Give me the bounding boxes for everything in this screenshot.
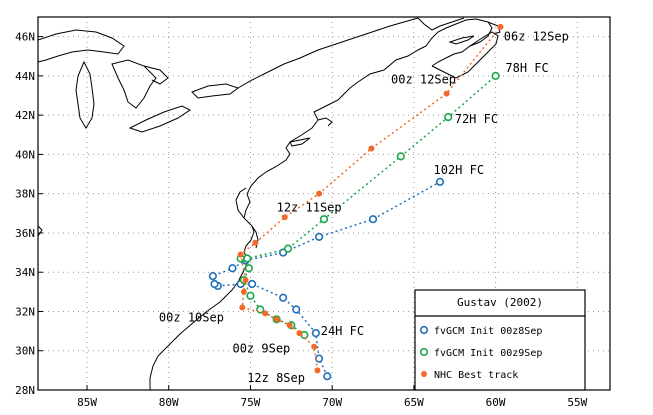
track-line bbox=[239, 26, 502, 371]
legend-box bbox=[414, 289, 586, 391]
track-point bbox=[252, 239, 259, 246]
coastline bbox=[38, 17, 501, 390]
y-tick-label: 38N bbox=[15, 188, 35, 201]
track-point bbox=[237, 251, 244, 258]
y-tick-label: 42N bbox=[15, 109, 35, 122]
track-point bbox=[240, 288, 247, 295]
track-point bbox=[286, 322, 293, 329]
track-series bbox=[236, 71, 500, 340]
track-point bbox=[319, 215, 329, 224]
y-tick-label: 28N bbox=[15, 384, 35, 397]
atlantic-coastline bbox=[149, 18, 493, 390]
st-lawrence-river bbox=[237, 17, 419, 89]
track-annotation: 72H FC bbox=[455, 112, 498, 126]
x-tick-label: 80W bbox=[159, 396, 179, 409]
track-annotations: 06z 12Sep 78H FC 00z 12Sep 72H FC 102H FC 12z… bbox=[159, 30, 569, 386]
y-tick-label: 36N bbox=[15, 227, 35, 240]
x-tick-label: 75W bbox=[241, 396, 261, 409]
x-tick-label: 55W bbox=[567, 396, 587, 409]
legend-marker bbox=[421, 371, 427, 377]
lake-michigan bbox=[75, 60, 95, 129]
track-point bbox=[444, 113, 453, 122]
y-tick-label: 44N bbox=[15, 70, 35, 83]
track-point bbox=[243, 254, 252, 263]
y-tick-label: 40N bbox=[15, 148, 35, 161]
x-tick-label: 65W bbox=[404, 396, 424, 409]
track-point bbox=[262, 310, 269, 317]
track-point bbox=[311, 328, 320, 338]
legend-entries: fvGCM Init 00z8Sep fvGCM Init 00z9Sep NHC … bbox=[419, 325, 542, 381]
track-annotation: 12z 11Sep bbox=[277, 200, 342, 214]
x-tick-label: 85W bbox=[77, 396, 97, 409]
legend-marker bbox=[419, 325, 429, 335]
track-point bbox=[283, 244, 293, 253]
legend-label: fvGCM Init 00z9Sep bbox=[434, 348, 542, 359]
track-point bbox=[296, 330, 303, 337]
y-axis-ticks: 28N 30N 32N 34N 36N 38N 40N 42N 44N 46N bbox=[15, 31, 43, 397]
y-tick-label: 46N bbox=[15, 31, 35, 44]
y-tick-label: 32N bbox=[15, 305, 35, 318]
track-point bbox=[292, 305, 301, 314]
track-point bbox=[368, 215, 378, 224]
nova-scotia bbox=[431, 31, 499, 79]
georgian-bay bbox=[143, 65, 169, 85]
track-annotation: 102H FC bbox=[433, 163, 484, 177]
western-edge-fragment bbox=[38, 225, 43, 237]
track-point bbox=[314, 354, 324, 363]
track-point bbox=[210, 279, 219, 289]
lake-ontario bbox=[191, 83, 240, 99]
track-point bbox=[435, 177, 445, 187]
track-point bbox=[228, 264, 237, 273]
track-point bbox=[279, 293, 288, 302]
x-tick-label: 60W bbox=[486, 396, 506, 409]
prince-edward-island bbox=[448, 35, 475, 45]
track-annotation: 12z 8Sep bbox=[247, 371, 305, 385]
storm-tracks bbox=[208, 23, 504, 381]
track-point bbox=[368, 145, 375, 152]
track-point bbox=[314, 232, 324, 241]
track-point bbox=[443, 90, 450, 97]
track-annotation: 00z 10Sep bbox=[159, 310, 224, 324]
plot-frame bbox=[37, 16, 611, 391]
chesapeake-bay bbox=[235, 187, 247, 219]
track-point bbox=[323, 372, 332, 381]
track-point bbox=[208, 272, 217, 281]
track-annotation: 00z 12Sep bbox=[391, 73, 456, 87]
st-lawrence-shore bbox=[417, 17, 465, 31]
track-point bbox=[247, 279, 257, 289]
legend-marker bbox=[419, 347, 429, 357]
lake-huron bbox=[111, 59, 157, 109]
track-point bbox=[491, 71, 500, 80]
track-point bbox=[316, 190, 323, 197]
lake-erie bbox=[128, 105, 191, 133]
legend-label: NHC Best track bbox=[434, 370, 518, 381]
legend-title: Gustav (2002) bbox=[457, 296, 543, 309]
track-point bbox=[246, 291, 255, 300]
lake-superior bbox=[38, 29, 125, 63]
cape-cod bbox=[317, 117, 333, 127]
track-series bbox=[237, 23, 504, 374]
track-point bbox=[314, 367, 321, 374]
legend-label: fvGCM Init 00z8Sep bbox=[434, 326, 542, 337]
track-annotation: 00z 9Sep bbox=[232, 342, 290, 356]
track-annotation: 78H FC bbox=[505, 61, 548, 75]
track-point bbox=[239, 304, 246, 311]
track-line bbox=[212, 181, 441, 377]
track-point bbox=[396, 152, 405, 161]
y-tick-label: 30N bbox=[15, 345, 35, 358]
track-point bbox=[242, 277, 249, 284]
track-point bbox=[497, 23, 504, 30]
y-tick-label: 34N bbox=[15, 266, 35, 279]
x-tick-label: 70W bbox=[322, 396, 342, 409]
track-point bbox=[244, 264, 253, 273]
track-point bbox=[311, 343, 318, 350]
track-annotation: 24H FC bbox=[321, 324, 364, 338]
long-island bbox=[289, 137, 311, 147]
track-annotation: 06z 12Sep bbox=[504, 30, 569, 44]
track-point bbox=[273, 316, 280, 323]
track-point bbox=[281, 214, 288, 221]
